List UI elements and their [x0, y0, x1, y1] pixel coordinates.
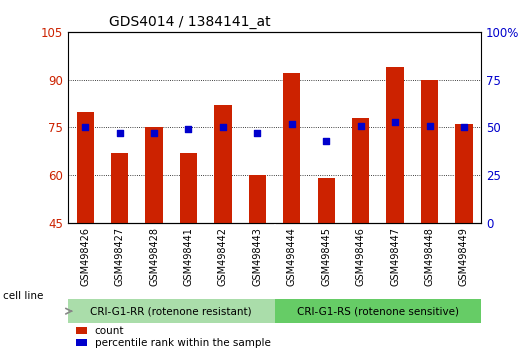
FancyBboxPatch shape: [68, 299, 275, 323]
Point: [150, 130, 158, 136]
Point: [391, 119, 399, 125]
Bar: [317, 178, 335, 223]
Text: GSM498445: GSM498445: [321, 227, 331, 286]
Bar: [283, 73, 300, 223]
Point: [184, 126, 192, 132]
FancyBboxPatch shape: [275, 299, 481, 323]
Point: [81, 125, 89, 130]
Point: [460, 125, 468, 130]
Bar: [249, 175, 266, 223]
Text: GSM498442: GSM498442: [218, 227, 228, 286]
Text: GDS4014 / 1384141_at: GDS4014 / 1384141_at: [109, 16, 271, 29]
Text: CRI-G1-RS (rotenone sensitive): CRI-G1-RS (rotenone sensitive): [297, 306, 459, 316]
Text: cell line: cell line: [3, 291, 43, 301]
Bar: [214, 105, 232, 223]
Bar: [386, 67, 404, 223]
Text: GSM498441: GSM498441: [184, 227, 194, 286]
Text: GSM498427: GSM498427: [115, 227, 124, 286]
Bar: [76, 339, 87, 346]
Bar: [456, 124, 473, 223]
Point: [425, 123, 434, 129]
Text: GSM498449: GSM498449: [459, 227, 469, 286]
Point: [116, 130, 124, 136]
Point: [357, 123, 365, 129]
Point: [288, 121, 296, 126]
Point: [219, 125, 227, 130]
Bar: [76, 327, 87, 334]
Text: GSM498448: GSM498448: [425, 227, 435, 286]
Text: GSM498444: GSM498444: [287, 227, 297, 286]
Bar: [421, 80, 438, 223]
Text: CRI-G1-RR (rotenone resistant): CRI-G1-RR (rotenone resistant): [90, 306, 252, 316]
Text: GSM498447: GSM498447: [390, 227, 400, 286]
Point: [322, 138, 331, 144]
Bar: [111, 153, 128, 223]
Bar: [76, 112, 94, 223]
Text: percentile rank within the sample: percentile rank within the sample: [95, 338, 271, 348]
Text: GSM498428: GSM498428: [149, 227, 159, 286]
Bar: [352, 118, 369, 223]
Point: [253, 130, 262, 136]
Text: GSM498443: GSM498443: [253, 227, 263, 286]
Text: GSM498446: GSM498446: [356, 227, 366, 286]
Bar: [145, 127, 163, 223]
Bar: [180, 153, 197, 223]
Text: count: count: [95, 326, 124, 336]
Text: GSM498426: GSM498426: [80, 227, 90, 286]
